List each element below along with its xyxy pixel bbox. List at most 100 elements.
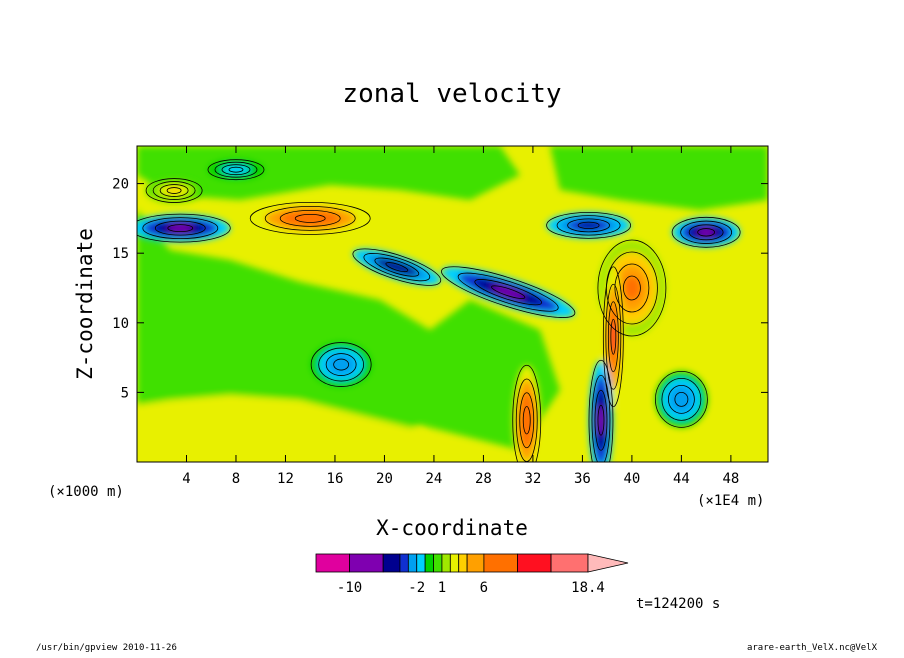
colorbar-tick-label: 18.4 (571, 580, 605, 596)
x-tick-label: 36 (574, 471, 591, 487)
colorbar-tick-label: -10 (337, 580, 362, 596)
colorbar-tick-label: 6 (480, 580, 488, 596)
colorbar-segment (416, 553, 426, 573)
contour-line (654, 370, 708, 428)
contour-line (591, 374, 611, 462)
contour-line (597, 404, 605, 436)
colorbar-segment (407, 553, 418, 573)
green-region-left (137, 300, 280, 380)
plot-frame (136, 145, 769, 463)
contour-line (333, 358, 350, 371)
contour-line (166, 187, 182, 194)
contour-line (441, 266, 576, 318)
x-tick-label: 8 (232, 471, 240, 487)
chart-title: zonal velocity (342, 79, 561, 109)
contour-line (567, 218, 610, 233)
contour-line (623, 275, 641, 301)
colorbar-segment (517, 553, 552, 573)
contour-line (491, 285, 526, 299)
contour-line (363, 253, 431, 282)
colorbar-segment (315, 553, 350, 573)
contour-line (512, 364, 542, 462)
colorbar-segment (433, 553, 443, 573)
x-tick-label: 28 (475, 471, 492, 487)
contour-line (577, 221, 600, 229)
x-tick-label: 4 (182, 471, 190, 487)
contour-fill (333, 359, 349, 371)
contour-line (697, 228, 716, 237)
y-tick-label: 15 (112, 246, 129, 262)
y-tick-label: 5 (121, 385, 129, 401)
contour-line (137, 213, 231, 243)
contour-fill (491, 285, 525, 299)
contour-line (249, 201, 371, 235)
contour-line (588, 359, 614, 462)
contour-line (457, 272, 559, 312)
x-tick-label: 12 (277, 471, 294, 487)
contour-line (546, 211, 631, 239)
colorbar-segment (449, 553, 460, 573)
contour-line (474, 279, 542, 306)
y-tick-label: 10 (112, 316, 129, 332)
colorbar-tick-label: 1 (438, 580, 446, 596)
x-tick-label: 16 (327, 471, 344, 487)
x-tick-label: 20 (376, 471, 393, 487)
contour-line (207, 159, 265, 181)
colorbar-tick-label: -2 (408, 580, 425, 596)
green-region-upper-right (550, 146, 768, 210)
contour-line (325, 353, 357, 376)
colorbar-segment (399, 553, 409, 573)
colorbar-segment (483, 553, 518, 573)
contour-line (145, 178, 203, 203)
contour-line (667, 384, 695, 414)
contour-line (602, 266, 624, 408)
x-tick-label: 48 (722, 471, 739, 487)
contour-fill (167, 224, 193, 232)
y-axis-title: Z-coordinate (73, 228, 97, 380)
contour-fill (697, 228, 715, 237)
colorbar-segment (382, 553, 401, 573)
contour-line (614, 263, 650, 313)
footer-right: arare-earth_VelX.nc@VelX (747, 643, 878, 653)
contour-line (519, 392, 535, 449)
y-tick-label: 20 (112, 177, 129, 193)
contour-line (294, 213, 326, 223)
x-tick-label: 40 (623, 471, 640, 487)
contour-line (264, 205, 356, 231)
contour-line (610, 318, 617, 355)
contour-fill (610, 319, 616, 355)
contour-line (228, 166, 244, 173)
colorbar-segment (424, 553, 434, 573)
contour-fill (578, 222, 600, 229)
contour-line (671, 216, 741, 248)
colorbar-segment (349, 553, 384, 573)
time-annotation: t=124200 s (636, 596, 720, 612)
contour-line (159, 184, 189, 197)
contour-line (556, 215, 621, 236)
contour-line (661, 377, 702, 421)
contour-fill (623, 275, 641, 300)
contour-fill (295, 214, 326, 223)
footer-left: /usr/bin/gpview 2010-11-26 (36, 643, 177, 653)
contour-fill (674, 392, 688, 407)
contour-line (607, 301, 619, 373)
contour-line (605, 283, 622, 390)
contour-line (374, 257, 420, 277)
x-tick-label: 32 (524, 471, 541, 487)
contour-fill (385, 262, 408, 272)
colorbar-segment (466, 553, 485, 573)
colorbar-segment (458, 553, 468, 573)
contour-fill (597, 405, 604, 436)
colorbar-extend-arrow (587, 553, 629, 573)
x-tick-label: 24 (426, 471, 443, 487)
contour-fill (228, 167, 243, 173)
colorbar-segment (441, 553, 451, 573)
contour-line (279, 209, 341, 227)
contour-line (154, 220, 206, 236)
colorbar: -10 -2 1 6 18.4 (315, 553, 629, 596)
contour-line (385, 262, 409, 273)
plot-area (137, 146, 768, 462)
contour-line (221, 164, 251, 176)
contour-line (152, 181, 196, 200)
